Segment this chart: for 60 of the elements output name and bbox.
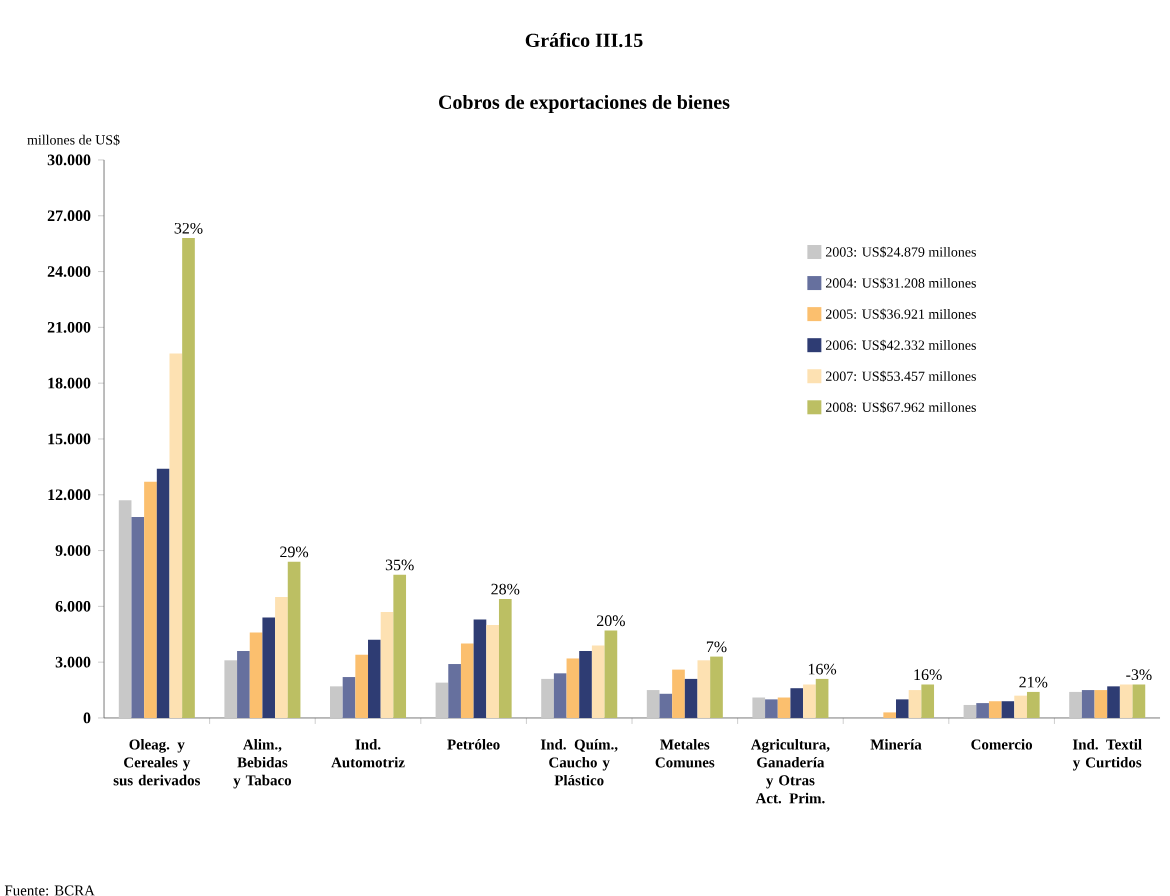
bar [659,693,673,718]
bar [368,639,381,718]
bar [1026,691,1040,718]
bar [448,664,461,718]
bar [131,517,145,718]
bar [182,238,195,718]
bar [393,574,407,718]
bar [262,617,276,718]
bar [579,651,592,718]
bar [355,654,369,718]
bar [541,678,554,718]
bar [790,688,804,718]
bar [553,673,567,718]
bar [963,704,977,718]
bar [908,690,922,718]
bar [777,697,791,718]
bar [237,651,250,718]
bar [1014,695,1027,718]
bar [896,699,909,718]
bar [566,658,580,718]
bar [591,645,605,718]
bar [1081,690,1095,718]
bar [287,561,301,718]
bar [342,677,356,718]
bar [672,669,685,718]
bar [765,699,778,718]
bar [684,678,698,718]
bar [988,701,1002,718]
bar [883,712,897,718]
bar [1094,690,1108,718]
bar [224,660,238,718]
bar [275,597,288,718]
bar [156,468,170,718]
bar [815,678,829,718]
bar [435,682,449,718]
bar [710,656,723,718]
bar [498,598,512,718]
bar [976,703,989,718]
bar [1132,684,1146,718]
bar [473,619,487,718]
chart-subtitle: Cobros de exportaciones de bienes [439,94,730,114]
bar [144,481,157,718]
bar [330,686,343,718]
bar [169,353,183,718]
bar [486,624,499,718]
bar [460,643,474,718]
bar [380,611,394,718]
bar [697,660,711,718]
bar [1069,691,1082,718]
bar [1107,686,1120,718]
bar [249,632,263,718]
bar [921,684,935,718]
bar [1119,684,1133,718]
bar [752,697,766,718]
bar [803,684,816,718]
bar [118,500,132,718]
bar [646,690,660,718]
bar [604,630,618,718]
chart-title: Gráfico III.15 [525,32,643,48]
bar [1001,701,1015,718]
